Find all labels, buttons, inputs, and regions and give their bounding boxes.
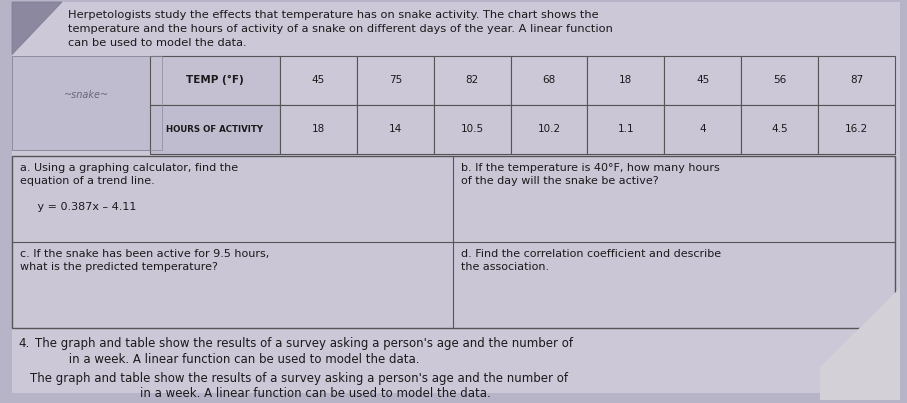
Text: HOURS OF ACTIVITY: HOURS OF ACTIVITY	[167, 125, 264, 134]
Text: temperature and the hours of activity of a snake on different days of the year. : temperature and the hours of activity of…	[68, 24, 613, 34]
FancyBboxPatch shape	[150, 56, 280, 105]
FancyBboxPatch shape	[741, 105, 818, 154]
Text: The graph and table show the results of a survey asking a person's age and the n: The graph and table show the results of …	[30, 372, 568, 385]
Text: 1.1: 1.1	[618, 124, 634, 134]
Text: 10.2: 10.2	[538, 124, 561, 134]
Text: d. Find the correlation coefficient and describe: d. Find the correlation coefficient and …	[462, 249, 722, 259]
Text: 16.2: 16.2	[845, 124, 868, 134]
Text: 4.5: 4.5	[771, 124, 788, 134]
Text: 56: 56	[773, 75, 786, 85]
Text: 4.: 4.	[18, 337, 29, 351]
Text: 14: 14	[389, 124, 402, 134]
Text: The graph and table show the results of a survey asking a person's age and the n: The graph and table show the results of …	[35, 337, 573, 351]
Text: ~snake~: ~snake~	[64, 90, 110, 100]
FancyBboxPatch shape	[12, 56, 162, 150]
Text: b. If the temperature is 40°F, how many hours: b. If the temperature is 40°F, how many …	[462, 163, 720, 173]
Text: a. Using a graphing calculator, find the: a. Using a graphing calculator, find the	[20, 163, 239, 173]
Text: the association.: the association.	[462, 262, 550, 272]
FancyBboxPatch shape	[664, 105, 741, 154]
FancyBboxPatch shape	[511, 105, 588, 154]
Text: of the day will the snake be active?: of the day will the snake be active?	[462, 176, 659, 186]
Polygon shape	[12, 2, 62, 54]
Text: in a week. A linear function can be used to model the data.: in a week. A linear function can be used…	[35, 353, 420, 366]
Text: 18: 18	[619, 75, 632, 85]
Text: Herpetologists study the effects that temperature has on snake activity. The cha: Herpetologists study the effects that te…	[68, 10, 599, 20]
Text: 82: 82	[465, 75, 479, 85]
FancyBboxPatch shape	[588, 56, 664, 105]
FancyBboxPatch shape	[818, 105, 895, 154]
FancyBboxPatch shape	[280, 105, 356, 154]
FancyBboxPatch shape	[356, 105, 434, 154]
Text: equation of a trend line.: equation of a trend line.	[20, 176, 155, 186]
Polygon shape	[820, 288, 900, 400]
Text: 75: 75	[389, 75, 402, 85]
Text: 18: 18	[312, 124, 325, 134]
Text: 45: 45	[697, 75, 709, 85]
FancyBboxPatch shape	[434, 56, 511, 105]
Text: c. If the snake has been active for 9.5 hours,: c. If the snake has been active for 9.5 …	[20, 249, 269, 259]
Text: y = 0.387x – 4.11: y = 0.387x – 4.11	[20, 202, 136, 212]
FancyBboxPatch shape	[664, 56, 741, 105]
FancyBboxPatch shape	[588, 105, 664, 154]
FancyBboxPatch shape	[12, 156, 895, 328]
FancyBboxPatch shape	[280, 56, 356, 105]
FancyBboxPatch shape	[741, 56, 818, 105]
FancyBboxPatch shape	[150, 105, 280, 154]
Text: what is the predicted temperature?: what is the predicted temperature?	[20, 262, 218, 272]
Text: TEMP (°F): TEMP (°F)	[186, 75, 244, 85]
Text: in a week. A linear function can be used to model the data.: in a week. A linear function can be used…	[140, 387, 491, 400]
Text: 87: 87	[850, 75, 863, 85]
FancyBboxPatch shape	[356, 56, 434, 105]
FancyBboxPatch shape	[818, 56, 895, 105]
Text: can be used to model the data.: can be used to model the data.	[68, 38, 247, 48]
Text: 4: 4	[699, 124, 707, 134]
Text: 45: 45	[312, 75, 325, 85]
FancyBboxPatch shape	[511, 56, 588, 105]
Text: 68: 68	[542, 75, 556, 85]
Polygon shape	[12, 2, 900, 393]
Text: 10.5: 10.5	[461, 124, 483, 134]
FancyBboxPatch shape	[434, 105, 511, 154]
